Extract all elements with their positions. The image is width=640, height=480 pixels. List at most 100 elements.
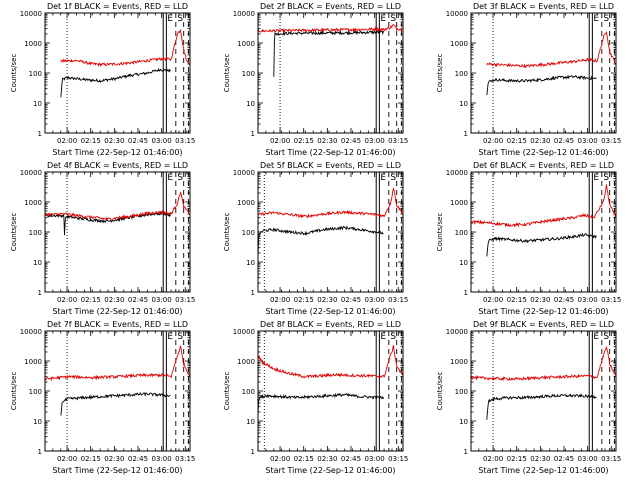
x-axis-label: Start Time (22-Sep-12 01:46:00) (265, 307, 395, 316)
s-label: S (603, 332, 609, 342)
panel-title: Det 6f BLACK = Events, RED = LLD (473, 161, 614, 170)
panel-title: Det 4f BLACK = Events, RED = LLD (47, 161, 188, 170)
y-tick-label: 100 (242, 70, 255, 78)
plot-frame (257, 330, 404, 452)
x-tick-label: 02:00 (483, 137, 503, 145)
y-tick-label: 1000 (24, 199, 42, 207)
lld-series-line (44, 191, 190, 221)
y-tick-label: 100 (242, 388, 255, 396)
y-tick-label: 10 (33, 100, 42, 108)
y-axis-label: Counts/sec (10, 213, 18, 252)
event-label: E (593, 332, 599, 342)
x-tick-label: 02:00 (483, 455, 503, 463)
x-tick-label: 02:00 (270, 296, 290, 304)
panel-9f: Det 9f BLACK = Events, RED = LLD Counts/s… (436, 320, 621, 475)
y-axis-label: Counts/sec (436, 372, 444, 411)
y-axis-label: Counts/sec (223, 54, 231, 93)
y-tick-label: 1000 (24, 358, 42, 366)
x-tick-label: 02:00 (57, 296, 77, 304)
s-label: S (603, 173, 609, 183)
y-axis-label: Counts/sec (10, 372, 18, 411)
x-axis-label: Start Time (22-Sep-12 01:46:00) (265, 466, 395, 475)
x-tick-label: 02:00 (270, 137, 290, 145)
y-tick-label: 1000 (450, 358, 468, 366)
panel-1f: Det 1f BLACK = Events, RED = LLD Counts/s… (10, 2, 195, 157)
x-tick-label: 03:15 (601, 296, 621, 304)
event-label: E (167, 173, 173, 183)
y-ticks (258, 171, 403, 293)
y-tick-label: 10 (33, 259, 42, 267)
x-tick-label: 03:15 (601, 137, 621, 145)
plot-frame (257, 12, 404, 134)
x-tick-label: 03:00 (152, 137, 172, 145)
x-tick-label: 02:30 (104, 137, 124, 145)
x-tick-label: 02:30 (104, 455, 124, 463)
y-tick-label: 1000 (24, 40, 42, 48)
events-series-line (273, 29, 384, 77)
y-tick-label: 100 (29, 388, 42, 396)
x-tick-label: 03:00 (365, 137, 385, 145)
x-tick-label: 03:00 (578, 137, 598, 145)
y-tick-label: 1 (464, 448, 468, 456)
lld-series-line (60, 28, 190, 68)
x-tick-label: 02:45 (128, 137, 148, 145)
x-tick-label: 02:45 (341, 455, 361, 463)
panel-6f: Det 6f BLACK = Events, RED = LLD Counts/s… (436, 161, 621, 316)
x-tick-label: 02:15 (294, 455, 314, 463)
x-axis-label: Start Time (22-Sep-12 01:46:00) (478, 466, 608, 475)
plot-frame (470, 330, 617, 452)
events-series-line (44, 210, 171, 236)
panel-3f: Det 3f BLACK = Events, RED = LLD Counts/s… (436, 2, 621, 157)
s-label: S (390, 332, 396, 342)
events-series-line (486, 393, 597, 420)
x-tick-label: 02:45 (341, 137, 361, 145)
x-tick-label: 02:30 (104, 296, 124, 304)
y-axis-label: Counts/sec (223, 213, 231, 252)
panel-title: Det 9f BLACK = Events, RED = LLD (473, 320, 614, 329)
lld-series-line (470, 346, 616, 382)
plot-frame (257, 171, 404, 293)
s-label: S (177, 332, 183, 342)
x-tick-label: 02:15 (81, 455, 101, 463)
y-tick-label: 1 (38, 130, 42, 138)
y-tick-label: 1 (464, 130, 468, 138)
x-tick-label: 03:00 (578, 296, 598, 304)
event-label: E (380, 14, 386, 24)
y-tick-label: 100 (455, 70, 468, 78)
x-ticks (257, 331, 401, 451)
events-series-line (486, 74, 597, 96)
events-series-line (60, 67, 171, 98)
y-tick-label: 10000 (446, 169, 468, 177)
y-tick-label: 1 (464, 289, 468, 297)
x-ticks (470, 331, 614, 451)
x-tick-label: 02:15 (294, 137, 314, 145)
panel-title: Det 7f BLACK = Events, RED = LLD (47, 320, 188, 329)
y-tick-label: 1 (38, 448, 42, 456)
y-tick-label: 10 (33, 418, 42, 426)
y-tick-label: 1000 (237, 199, 255, 207)
y-axis-label: Counts/sec (436, 54, 444, 93)
lld-series-line (44, 345, 190, 382)
x-tick-label: 03:00 (152, 296, 172, 304)
y-tick-label: 10000 (446, 10, 468, 18)
panel-title: Det 2f BLACK = Events, RED = LLD (260, 2, 401, 11)
lld-series-line (257, 23, 403, 33)
y-tick-label: 10 (246, 259, 255, 267)
x-ticks (44, 172, 188, 292)
s-label: S (390, 173, 396, 183)
y-tick-label: 10000 (20, 10, 42, 18)
x-tick-label: 03:15 (175, 296, 195, 304)
y-tick-label: 10000 (233, 328, 255, 336)
y-tick-label: 10000 (20, 328, 42, 336)
events-series-line (486, 232, 597, 257)
x-tick-label: 03:00 (365, 455, 385, 463)
y-tick-label: 10000 (446, 328, 468, 336)
x-ticks (44, 331, 188, 451)
lld-series-line (486, 30, 616, 69)
x-tick-label: 02:00 (57, 137, 77, 145)
x-tick-label: 02:00 (483, 296, 503, 304)
lld-series-line (257, 187, 403, 219)
y-tick-label: 100 (455, 229, 468, 237)
panel-title: Det 1f BLACK = Events, RED = LLD (47, 2, 188, 11)
x-axis-label: Start Time (22-Sep-12 01:46:00) (52, 466, 182, 475)
